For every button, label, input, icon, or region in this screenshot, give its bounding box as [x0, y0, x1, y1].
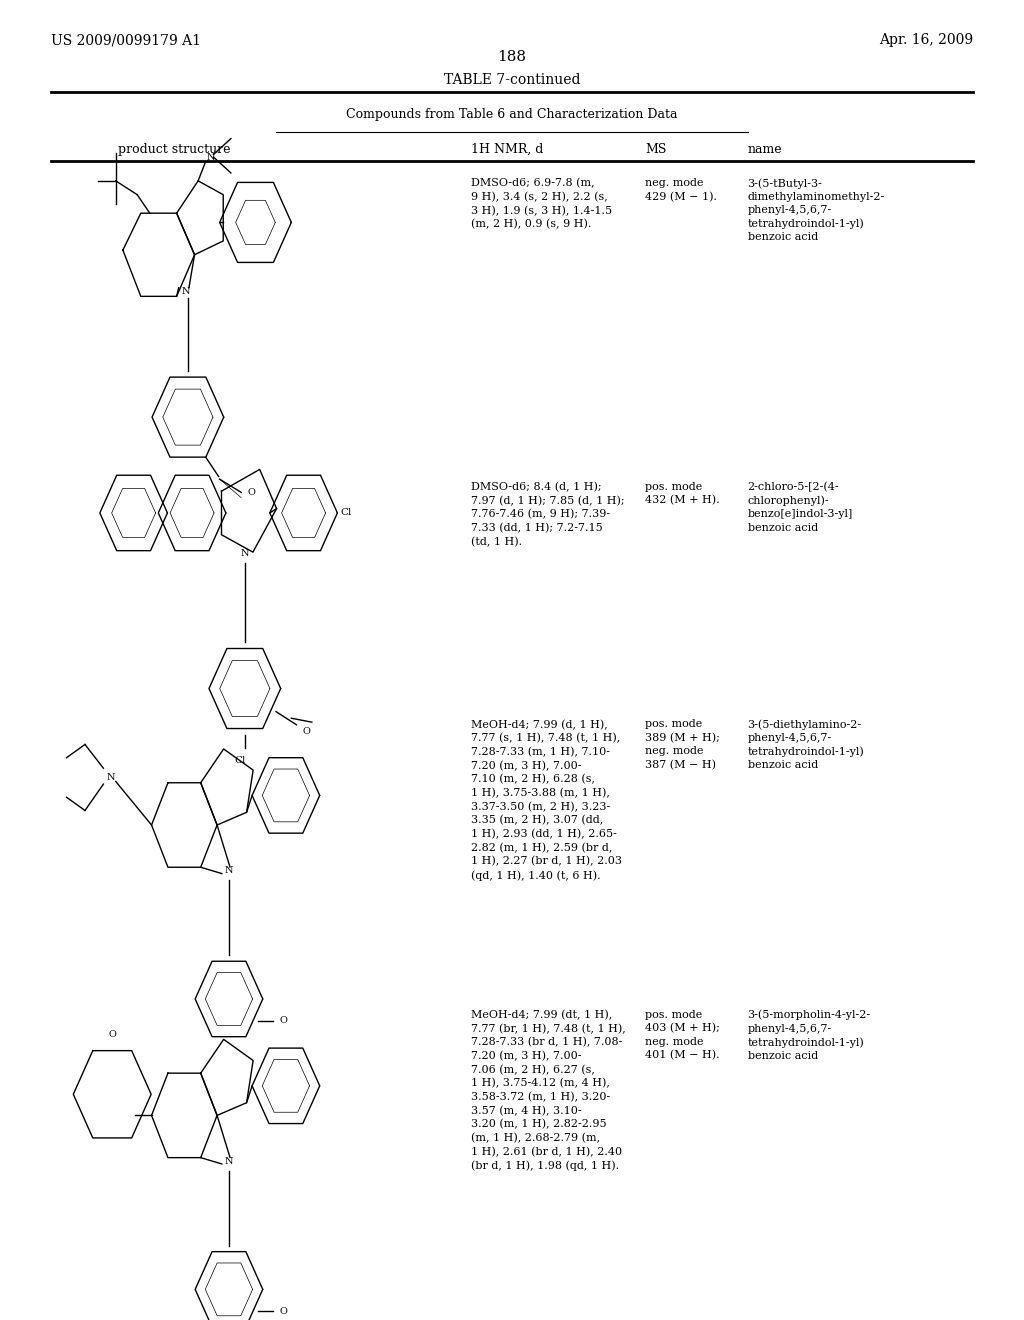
- Text: product structure: product structure: [118, 143, 230, 156]
- Text: N: N: [241, 549, 249, 558]
- Text: N: N: [224, 1156, 233, 1166]
- Text: O: O: [280, 1307, 287, 1316]
- Text: MeOH-d4; 7.99 (d, 1 H),
7.77 (s, 1 H), 7.48 (t, 1 H),
7.28-7.33 (m, 1 H), 7.10-
: MeOH-d4; 7.99 (d, 1 H), 7.77 (s, 1 H), 7…: [471, 719, 622, 880]
- Text: 2-chloro-5-[2-(4-
chlorophenyl)-
benzo[e]indol-3-yl]
benzoic acid: 2-chloro-5-[2-(4- chlorophenyl)- benzo[e…: [748, 482, 853, 532]
- Text: pos. mode
403 (M + H);
neg. mode
401 (M − H).: pos. mode 403 (M + H); neg. mode 401 (M …: [645, 1010, 720, 1060]
- Text: MS: MS: [645, 143, 667, 156]
- Text: Cl: Cl: [341, 508, 352, 517]
- Text: Compounds from Table 6 and Characterization Data: Compounds from Table 6 and Characterizat…: [346, 108, 678, 121]
- Text: 3-(5-tButyl-3-
dimethylaminomethyl-2-
phenyl-4,5,6,7-
tetrahydroindol-1-yl)
benz: 3-(5-tButyl-3- dimethylaminomethyl-2- ph…: [748, 178, 885, 243]
- Text: 3-(5-morpholin-4-yl-2-
phenyl-4,5,6,7-
tetrahydroindol-1-yl)
benzoic acid: 3-(5-morpholin-4-yl-2- phenyl-4,5,6,7- t…: [748, 1010, 870, 1061]
- Text: O: O: [303, 727, 310, 737]
- Text: DMSO-d6; 6.9-7.8 (m,
9 H), 3.4 (s, 2 H), 2.2 (s,
3 H), 1.9 (s, 3 H), 1.4-1.5
(m,: DMSO-d6; 6.9-7.8 (m, 9 H), 3.4 (s, 2 H),…: [471, 178, 612, 230]
- Text: TABLE 7-continued: TABLE 7-continued: [443, 73, 581, 87]
- Text: 1H NMR, d: 1H NMR, d: [471, 143, 544, 156]
- Text: N: N: [106, 774, 115, 781]
- Text: Cl: Cl: [234, 756, 246, 764]
- Text: pos. mode
432 (M + H).: pos. mode 432 (M + H).: [645, 482, 720, 506]
- Text: N: N: [224, 866, 233, 875]
- Text: US 2009/0099179 A1: US 2009/0099179 A1: [51, 33, 201, 48]
- Text: N: N: [181, 288, 190, 296]
- Text: name: name: [748, 143, 782, 156]
- Text: Apr. 16, 2009: Apr. 16, 2009: [879, 33, 973, 48]
- Text: O: O: [248, 488, 255, 496]
- Text: O: O: [280, 1016, 287, 1026]
- Text: DMSO-d6; 8.4 (d, 1 H);
7.97 (d, 1 H); 7.85 (d, 1 H);
7.76-7.46 (m, 9 H); 7.39-
7: DMSO-d6; 8.4 (d, 1 H); 7.97 (d, 1 H); 7.…: [471, 482, 625, 546]
- Text: MeOH-d4; 7.99 (dt, 1 H),
7.77 (br, 1 H), 7.48 (t, 1 H),
7.28-7.33 (br d, 1 H), 7: MeOH-d4; 7.99 (dt, 1 H), 7.77 (br, 1 H),…: [471, 1010, 626, 1171]
- Text: pos. mode
389 (M + H);
neg. mode
387 (M − H): pos. mode 389 (M + H); neg. mode 387 (M …: [645, 719, 720, 770]
- Text: 188: 188: [498, 50, 526, 65]
- Text: 3-(5-diethylamino-2-
phenyl-4,5,6,7-
tetrahydroindol-1-yl)
benzoic acid: 3-(5-diethylamino-2- phenyl-4,5,6,7- tet…: [748, 719, 864, 771]
- Text: O: O: [109, 1030, 116, 1039]
- Text: neg. mode
429 (M − 1).: neg. mode 429 (M − 1).: [645, 178, 717, 202]
- Text: N: N: [206, 153, 215, 161]
